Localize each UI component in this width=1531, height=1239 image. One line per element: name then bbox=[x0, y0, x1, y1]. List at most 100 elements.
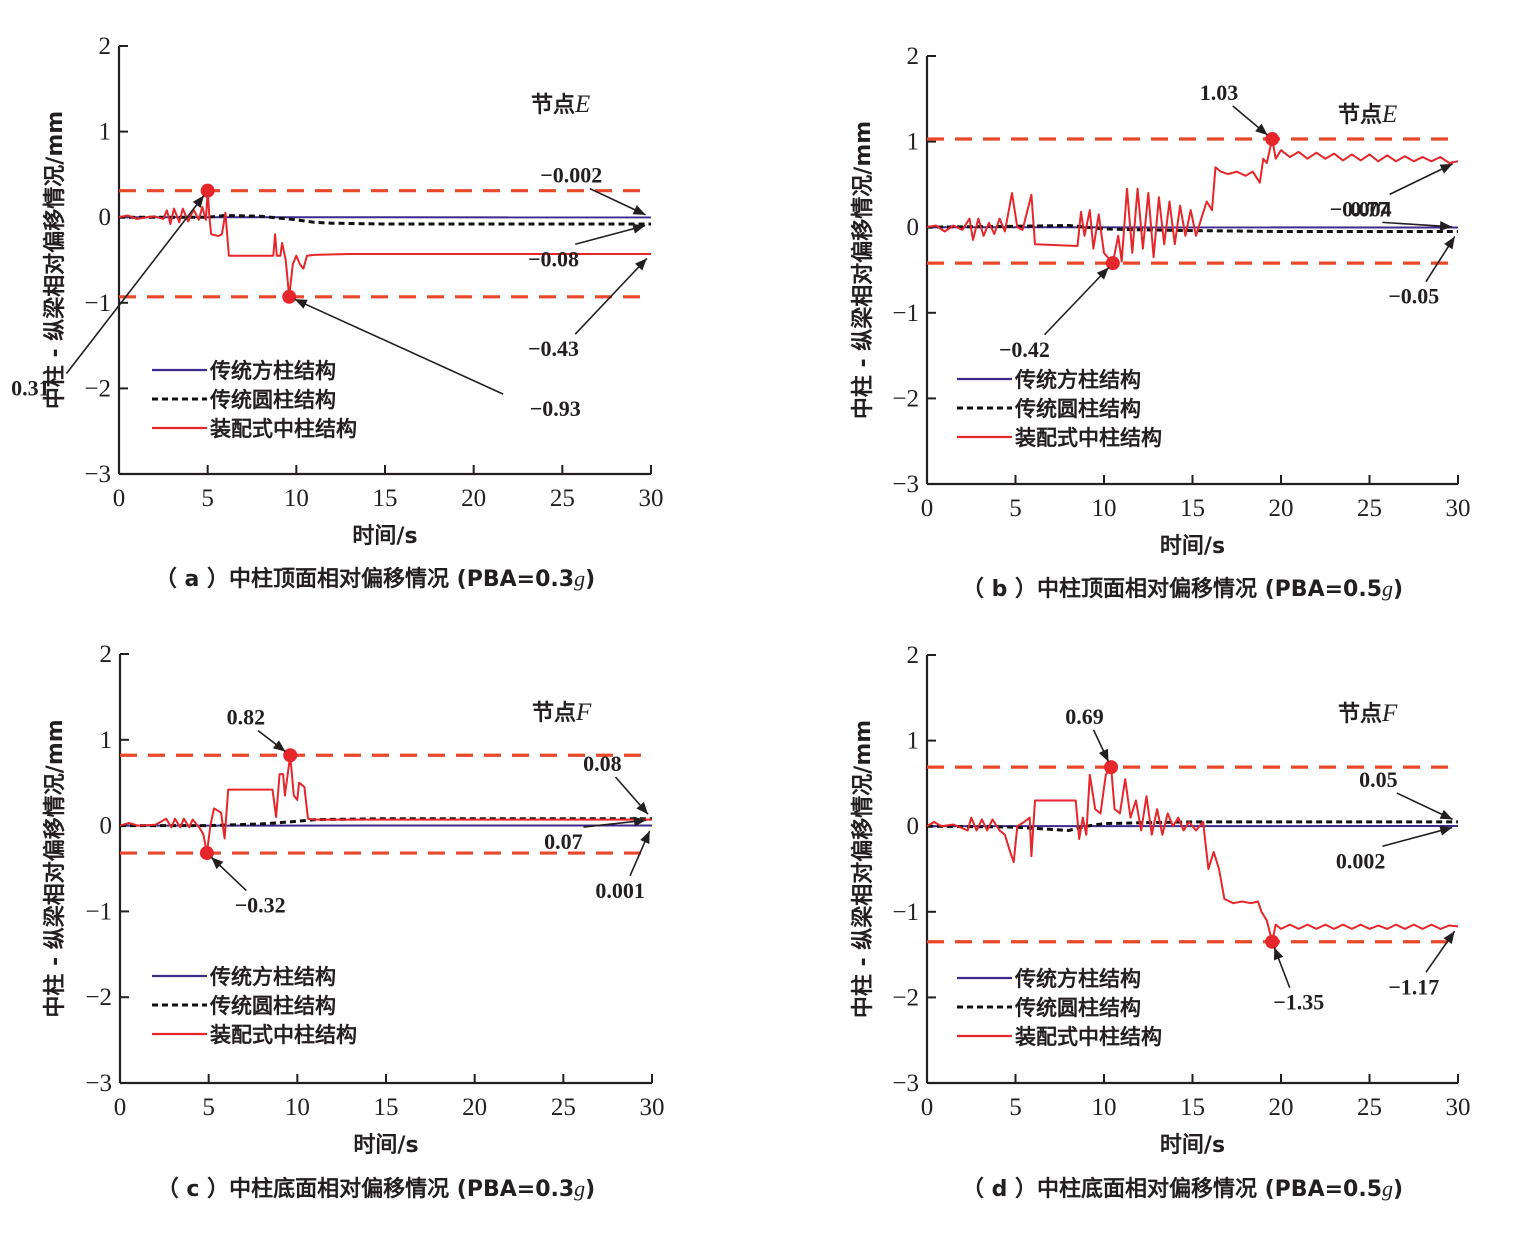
legend-label-1: 传统圆柱结构 bbox=[1014, 996, 1141, 1020]
series-line-2 bbox=[926, 766, 1459, 943]
arrowhead-icon bbox=[1439, 825, 1453, 836]
node-label-letter: F bbox=[575, 699, 592, 726]
y-tick-label: −3 bbox=[892, 1070, 919, 1097]
series-line-2 bbox=[119, 754, 652, 855]
y-tick-label: −1 bbox=[892, 300, 919, 327]
peak-marker-1 bbox=[282, 289, 297, 304]
x-axis-title: 时间/s bbox=[1160, 534, 1225, 559]
legend-label-1: 传统圆柱结构 bbox=[209, 994, 336, 1018]
arrowhead-icon bbox=[635, 258, 647, 271]
panel-caption: （ d ）中柱底面相对偏移情况 (PBA=0.5g) bbox=[962, 1176, 1403, 1202]
annotation-label: −0.08 bbox=[528, 246, 579, 271]
peak-marker-1 bbox=[1265, 934, 1280, 949]
arrowhead-icon bbox=[1444, 236, 1455, 250]
annotation-arrow-line bbox=[65, 194, 205, 375]
peak-marker-0 bbox=[1104, 760, 1119, 775]
annotation-label: 0.001 bbox=[595, 878, 645, 903]
annotation-label: 0.07 bbox=[544, 829, 583, 854]
legend-label-0: 传统方柱结构 bbox=[1014, 368, 1141, 392]
y-tick-label: 2 bbox=[100, 641, 113, 668]
x-tick-label: 10 bbox=[285, 1094, 310, 1121]
arrowhead-icon bbox=[640, 831, 650, 845]
arrowhead-icon bbox=[633, 816, 647, 827]
x-tick-label: 5 bbox=[1009, 1094, 1022, 1121]
x-tick-label: 25 bbox=[1357, 1094, 1382, 1121]
x-tick-label: 0 bbox=[921, 1094, 934, 1121]
annotation-label: −1.35 bbox=[1273, 990, 1324, 1015]
annotation-label: −0.004 bbox=[1330, 196, 1392, 221]
arrowhead-icon bbox=[294, 299, 308, 309]
x-tick-label: 0 bbox=[921, 495, 934, 522]
y-tick-label: 0 bbox=[907, 813, 920, 840]
annotation-arrow-line bbox=[575, 224, 646, 246]
legend-label-0: 传统方柱结构 bbox=[209, 965, 336, 989]
annotation-label: 0.05 bbox=[1359, 767, 1398, 792]
peak-marker-0 bbox=[200, 183, 215, 198]
arrowhead-icon bbox=[1098, 748, 1109, 762]
y-tick-label: 0 bbox=[907, 214, 920, 241]
legend-label-2: 装配式中柱结构 bbox=[1015, 1025, 1162, 1049]
arrowhead-icon bbox=[211, 857, 224, 870]
y-tick-label: −2 bbox=[892, 984, 919, 1011]
arrowhead-icon bbox=[1439, 163, 1453, 174]
arrowhead-icon bbox=[1273, 947, 1284, 961]
node-label-letter: E bbox=[1381, 101, 1397, 128]
x-tick-label: 15 bbox=[374, 1094, 399, 1121]
legend-label-1: 传统圆柱结构 bbox=[209, 388, 336, 412]
x-tick-label: 15 bbox=[1180, 1094, 1205, 1121]
node-label: 节点F bbox=[532, 699, 592, 726]
x-tick-label: 20 bbox=[462, 1094, 487, 1121]
series-line-2 bbox=[118, 189, 651, 298]
peak-marker-0 bbox=[283, 748, 298, 763]
arrowhead-icon bbox=[632, 223, 646, 234]
arrowhead-icon bbox=[1443, 931, 1455, 944]
annotation-label: −0.002 bbox=[540, 163, 602, 188]
y-axis-title: 中柱 - 纵梁相对偏移情况/mm bbox=[42, 719, 68, 1017]
arrowhead-icon bbox=[1439, 809, 1453, 820]
y-tick-label: −1 bbox=[85, 898, 112, 925]
x-tick-label: 20 bbox=[1269, 495, 1294, 522]
node-label-text: 节点 bbox=[1338, 102, 1382, 128]
legend-label-2: 装配式中柱结构 bbox=[210, 417, 357, 441]
annotation-label: 0.08 bbox=[583, 751, 622, 776]
annotation-arrow-line bbox=[574, 257, 648, 335]
x-tick-label: 25 bbox=[551, 1094, 576, 1121]
caption-text: （ c ）中柱底面相对偏移情况 (PBA=0.3 bbox=[157, 1176, 574, 1202]
x-tick-label: 20 bbox=[1269, 1094, 1294, 1121]
x-tick-label: 0 bbox=[114, 1094, 127, 1121]
x-tick-label: 10 bbox=[1092, 1094, 1117, 1121]
annotation-arrow-line bbox=[1382, 826, 1453, 848]
node-label-text: 节点 bbox=[532, 700, 576, 726]
caption-close: ) bbox=[585, 567, 595, 592]
x-axis-title: 时间/s bbox=[353, 1133, 418, 1158]
y-axis-title: 中柱 - 纵梁相对偏移情况/mm bbox=[42, 111, 68, 409]
legend-label-2: 装配式中柱结构 bbox=[1015, 426, 1162, 450]
arrowhead-icon bbox=[636, 801, 649, 815]
annotation-label: 1.03 bbox=[1200, 80, 1239, 105]
caption-close: ) bbox=[1393, 577, 1403, 602]
y-tick-label: −3 bbox=[892, 471, 919, 498]
y-tick-label: −2 bbox=[85, 984, 112, 1011]
annotation-label: −0.42 bbox=[999, 337, 1050, 362]
arrowhead-icon bbox=[1439, 221, 1453, 232]
annotation-label: 0.31 bbox=[11, 376, 50, 401]
x-tick-label: 5 bbox=[201, 485, 214, 512]
arrowhead-icon bbox=[272, 740, 286, 752]
x-tick-label: 10 bbox=[284, 485, 309, 512]
y-tick-label: 2 bbox=[99, 33, 112, 60]
panel-caption: （ b ）中柱顶面相对偏移情况 (PBA=0.5g) bbox=[962, 576, 1403, 602]
panel-caption: （ a ）中柱顶面相对偏移情况 (PBA=0.3g) bbox=[155, 566, 595, 592]
peak-marker-1 bbox=[1105, 256, 1120, 271]
y-tick-label: −1 bbox=[892, 899, 919, 926]
x-tick-label: 15 bbox=[373, 485, 398, 512]
y-axis-title: 中柱 - 纵梁相对偏移情况/mm bbox=[850, 720, 876, 1018]
peak-marker-0 bbox=[1265, 132, 1280, 147]
annotation-arrow-line bbox=[1043, 266, 1110, 336]
annotation-label: −0.93 bbox=[530, 396, 581, 421]
annotation-label: −0.43 bbox=[528, 336, 579, 361]
caption-text: （ d ）中柱底面相对偏移情况 (PBA=0.5 bbox=[962, 1176, 1382, 1202]
y-tick-label: 2 bbox=[907, 642, 920, 669]
x-tick-label: 5 bbox=[202, 1094, 215, 1121]
